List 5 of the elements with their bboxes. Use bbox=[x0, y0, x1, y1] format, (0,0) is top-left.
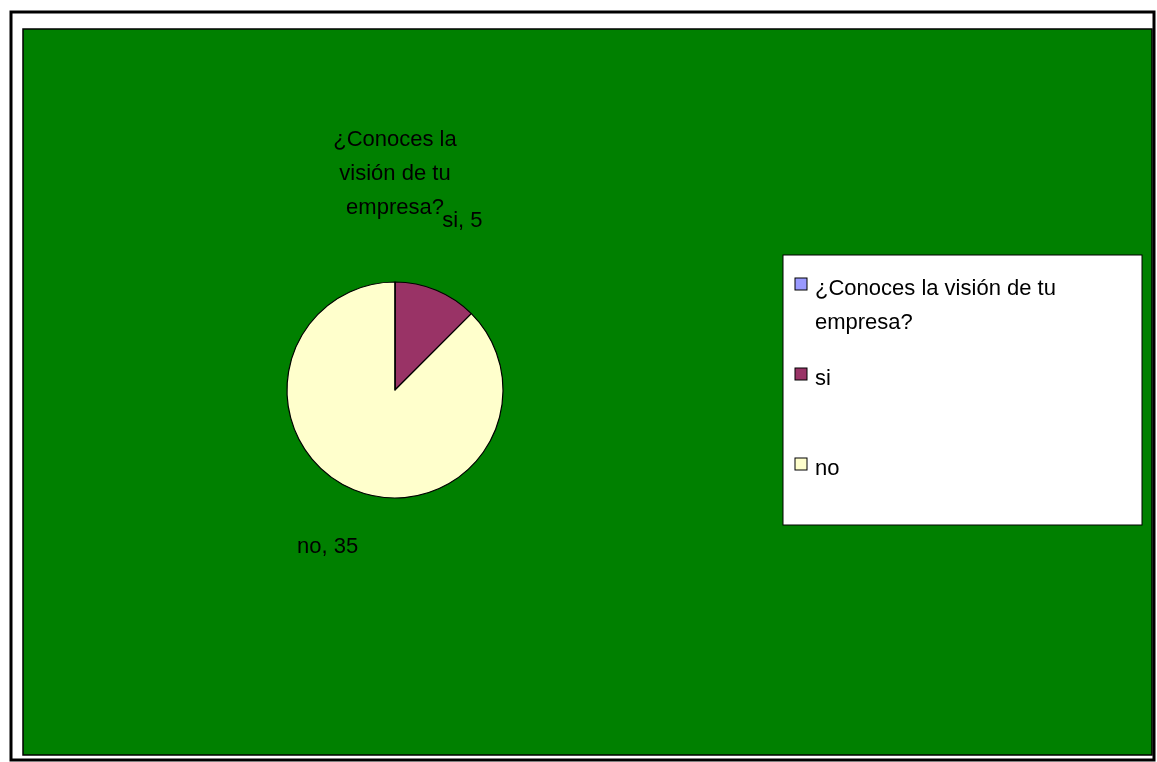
pie-slice bbox=[286, 281, 504, 499]
legend-label: no bbox=[815, 455, 840, 480]
data-label: no, 35 bbox=[297, 532, 359, 558]
legend-label: ¿Conoces la visión de tu empresa? bbox=[815, 275, 1056, 334]
legend-label: si bbox=[815, 365, 831, 390]
